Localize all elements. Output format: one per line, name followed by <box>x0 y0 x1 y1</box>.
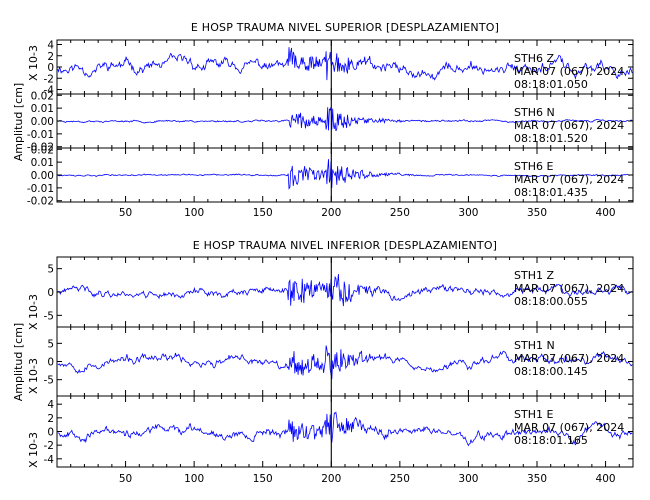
record-time: 08:18:01.435 <box>514 186 588 199</box>
x-tick-label: 100 <box>184 473 204 485</box>
station-label: STH1 Z <box>514 269 554 282</box>
x-tick-label: 250 <box>390 207 410 219</box>
y-tick-label: 0.00 <box>31 170 54 182</box>
x-tick-label: 350 <box>527 473 547 485</box>
record-date: MAR 07 (067), 2024 <box>514 282 624 295</box>
y-tick-label: 0 <box>47 357 54 369</box>
waveform-trace <box>57 273 633 307</box>
y-tick-label: -5 <box>44 310 54 322</box>
record-time: 08:18:01.165 <box>514 434 588 447</box>
record-date: MAR 07 (067), 2024 <box>514 65 624 78</box>
y-tick-label: 4 <box>47 399 54 411</box>
record-date: MAR 07 (067), 2024 <box>514 421 624 434</box>
y-tick-label: 0.01 <box>31 157 54 169</box>
record-time: 08:18:01.050 <box>514 78 588 91</box>
record-time: 08:18:00.055 <box>514 295 588 308</box>
y-tick-label: -0.01 <box>27 129 54 141</box>
y-axis-label: Amplitud [cm] <box>12 323 25 401</box>
chart-title-superior: E HOSP TRAUMA NIVEL SUPERIOR [DESPLAZAMI… <box>191 21 499 34</box>
y-tick-label: 5 <box>47 338 54 350</box>
x-tick-label: 350 <box>527 207 547 219</box>
waveform-trace <box>57 159 633 190</box>
y-tick-label: -0.01 <box>27 183 54 195</box>
y-tick-label: 5 <box>47 264 54 276</box>
record-time: 08:18:01.520 <box>514 132 588 145</box>
station-label: STH1 N <box>514 339 555 352</box>
y-scale-label: X 10-3 <box>27 358 40 394</box>
station-label: STH1 E <box>514 408 553 421</box>
x-tick-label: 250 <box>390 473 410 485</box>
y-tick-label: 2 <box>47 413 54 425</box>
station-label: STH6 E <box>514 160 553 173</box>
x-tick-label: 400 <box>596 207 616 219</box>
x-tick-label: 100 <box>184 207 204 219</box>
x-tick-label: 200 <box>321 207 341 219</box>
x-tick-label: 50 <box>119 473 132 485</box>
waveform-trace <box>57 47 633 81</box>
y-tick-label: 2 <box>47 51 54 63</box>
record-date: MAR 07 (067), 2024 <box>514 173 624 186</box>
y-axis-label: Amplitud [cm] <box>12 83 25 161</box>
y-tick-label: -4 <box>44 85 55 97</box>
record-date: MAR 07 (067), 2024 <box>514 352 624 365</box>
y-scale-label: X 10-3 <box>27 45 40 81</box>
y-tick-label: 0.01 <box>31 103 54 115</box>
y-tick-label: 0 <box>47 287 54 299</box>
y-scale-label: X 10-3 <box>27 432 40 468</box>
y-tick-label: -5 <box>44 375 54 387</box>
record-time: 08:18:00.145 <box>514 365 588 378</box>
y-tick-label: -2 <box>44 440 54 452</box>
x-tick-label: 300 <box>458 473 478 485</box>
station-label: STH6 Z <box>514 52 554 65</box>
y-tick-label: 0 <box>47 427 54 439</box>
x-tick-label: 300 <box>458 207 478 219</box>
x-tick-label: 200 <box>321 473 341 485</box>
waveform-trace <box>57 106 633 132</box>
y-tick-label: 0.02 <box>31 90 54 102</box>
chart-title-inferior: E HOSP TRAUMA NIVEL INFERIOR [DESPLAZAMI… <box>193 239 497 252</box>
x-tick-label: 150 <box>253 473 273 485</box>
y-scale-label: X 10-3 <box>27 294 40 330</box>
waveform-trace <box>57 411 633 447</box>
y-tick-label: -2 <box>44 73 54 85</box>
y-tick-label: 4 <box>47 40 54 52</box>
y-tick-label: -4 <box>44 454 55 466</box>
station-label: STH6 N <box>514 106 555 119</box>
x-tick-label: 400 <box>596 473 616 485</box>
waveform-trace <box>57 345 633 380</box>
y-tick-label: 0.02 <box>31 144 54 156</box>
y-tick-label: -0.02 <box>27 196 54 208</box>
y-tick-label: -0.02 <box>27 142 54 154</box>
x-tick-label: 150 <box>253 207 273 219</box>
x-tick-label: 50 <box>119 207 132 219</box>
y-tick-label: 0 <box>47 62 54 74</box>
y-tick-label: 0.00 <box>31 116 54 128</box>
record-date: MAR 07 (067), 2024 <box>514 119 624 132</box>
